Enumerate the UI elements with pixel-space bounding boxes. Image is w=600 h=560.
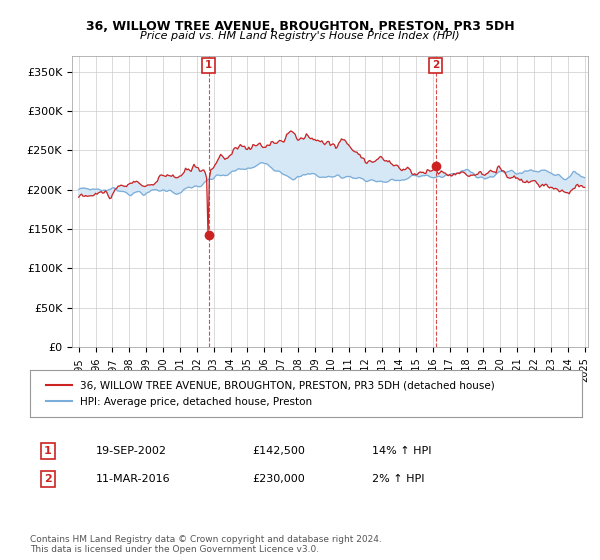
Text: 2: 2 xyxy=(44,474,52,484)
Text: 19-SEP-2002: 19-SEP-2002 xyxy=(96,446,167,456)
Text: 1: 1 xyxy=(44,446,52,456)
Text: 2% ↑ HPI: 2% ↑ HPI xyxy=(372,474,425,484)
Text: 11-MAR-2016: 11-MAR-2016 xyxy=(96,474,170,484)
Text: £142,500: £142,500 xyxy=(252,446,305,456)
Legend: 36, WILLOW TREE AVENUE, BROUGHTON, PRESTON, PR3 5DH (detached house), HPI: Avera: 36, WILLOW TREE AVENUE, BROUGHTON, PREST… xyxy=(41,375,500,412)
Text: 2: 2 xyxy=(432,60,439,71)
Text: 36, WILLOW TREE AVENUE, BROUGHTON, PRESTON, PR3 5DH: 36, WILLOW TREE AVENUE, BROUGHTON, PREST… xyxy=(86,20,514,32)
Text: Price paid vs. HM Land Registry's House Price Index (HPI): Price paid vs. HM Land Registry's House … xyxy=(140,31,460,41)
Text: £230,000: £230,000 xyxy=(252,474,305,484)
Text: 14% ↑ HPI: 14% ↑ HPI xyxy=(372,446,431,456)
Text: 1: 1 xyxy=(205,60,212,71)
Text: Contains HM Land Registry data © Crown copyright and database right 2024.
This d: Contains HM Land Registry data © Crown c… xyxy=(30,535,382,554)
